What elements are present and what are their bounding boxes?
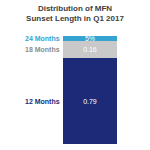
svg-text:Distribution of MFNSunset Leng: Distribution of MFNSunset Length in Q1 2…	[26, 4, 124, 23]
svg-text:18 Months: 18 Months	[25, 46, 60, 53]
svg-text:12 Months: 12 Months	[25, 98, 60, 105]
svg-text:0.79: 0.79	[83, 98, 97, 105]
svg-text:5%: 5%	[85, 35, 95, 42]
svg-text:0.16: 0.16	[83, 46, 97, 53]
svg-text:24 Months: 24 Months	[25, 35, 60, 42]
